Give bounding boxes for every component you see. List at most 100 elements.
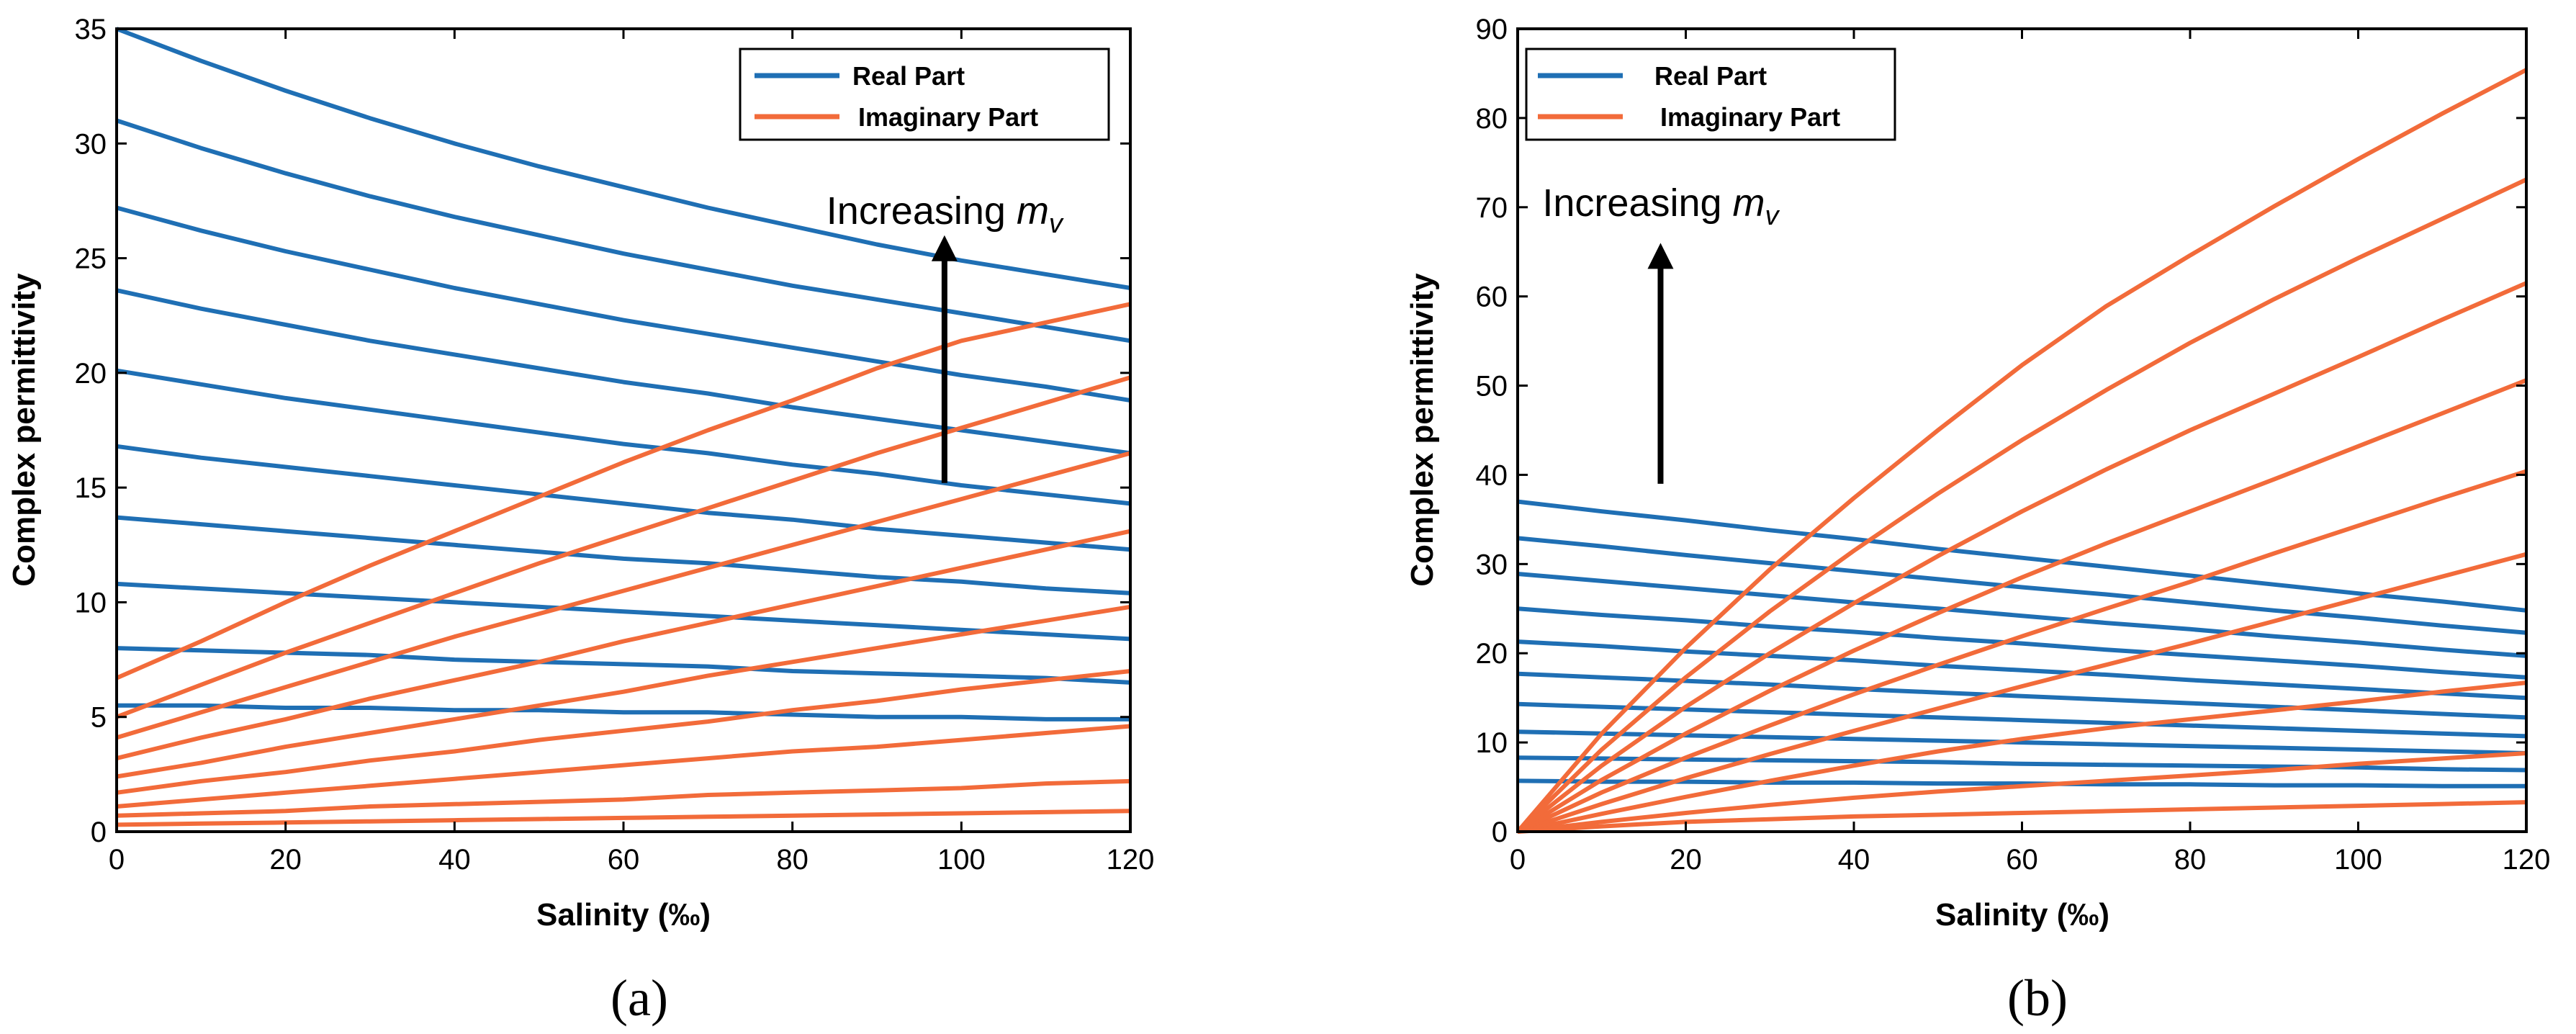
panel-a-x-ticks: 0 20 40 60 80 100 120 (109, 29, 1155, 876)
panel-a-series-real-0 (115, 27, 1131, 290)
panel-b-series-imaginary-11 (1516, 177, 2528, 834)
panel-b-x-tick-label-3: 60 (2006, 844, 2038, 876)
panel-a-series-real-4 (116, 368, 1131, 506)
panel-a-series-imaginary-17 (116, 778, 1131, 818)
panel-b-series-real-2 (1517, 572, 2527, 658)
panel-a-y-tick-label-6: 30 (75, 128, 107, 160)
panel-b-x-tick-label-4: 80 (2174, 844, 2207, 876)
panel-a-series-layer (115, 27, 1131, 827)
panel-a-legend-real-label: Real Part (852, 61, 965, 91)
panel-a-y-tick-label-0: 0 (91, 817, 107, 848)
panel-b-legend-imag-label: Imaginary Part (1660, 102, 1840, 132)
panel-a-annotation-symbol: m (1017, 189, 1049, 233)
panel-b-x-tick-label-0: 0 (1510, 844, 1526, 876)
panel-a-x-tick-label-3: 60 (608, 844, 640, 876)
panel-b: 0 20 40 60 80 100 120 0 10 20 30 40 50 60 70 80 90 Sali… (1405, 14, 2550, 1027)
panel-b-series-layer (1516, 68, 2528, 834)
panel-a-legend: Real Part Imaginary Part (739, 48, 1110, 141)
panel-b-y-tick-label-9: 90 (1476, 14, 1508, 45)
panel-b-series-imaginary-10 (1516, 68, 2528, 833)
panel-a-annotation: Increasing mv (827, 189, 1064, 483)
panel-b-series-real-1 (1517, 536, 2527, 635)
panel-a: 0 20 40 60 80 100 120 0 5 10 15 20 25 30 35 Salinity … (6, 14, 1154, 1027)
panel-b-series-real-6 (1517, 701, 2527, 739)
panel-a-x-tick-label-4: 80 (776, 844, 809, 876)
panel-a-series-real-1 (116, 118, 1131, 343)
panel-b-annotation-subscript: v (1765, 201, 1780, 231)
panel-b-x-tick-label-5: 100 (2334, 844, 2382, 876)
panel-a-annotation-word: Increasing (827, 189, 1017, 233)
panel-a-series-imaginary-14 (116, 604, 1131, 779)
panel-a-x-tick-label-5: 100 (937, 844, 986, 876)
panel-a-y-tick-label-5: 25 (75, 243, 107, 275)
panel-a-series-imaginary-16 (116, 724, 1131, 809)
panel-b-series-imaginary-16 (1517, 680, 2527, 834)
panel-a-y-axis-label: Complex permittivity (6, 273, 42, 587)
panel-a-series-real-2 (116, 205, 1131, 403)
panel-b-series-real-9 (1517, 778, 2526, 788)
panel-b-series-real-5 (1517, 671, 2527, 720)
panel-b-annotation-word: Increasing (1542, 181, 1732, 225)
panel-a-annotation-text: Increasing mv (827, 189, 1064, 239)
panel-a-label: (a) (611, 969, 668, 1027)
panel-b-y-tick-label-6: 60 (1476, 282, 1508, 313)
panel-a-series-imaginary-11 (115, 375, 1131, 719)
panel-a-y-tick-label-1: 5 (91, 702, 107, 734)
panel-b-series-real-3 (1517, 606, 2527, 680)
panel-a-series-real-6 (116, 515, 1131, 595)
panel-b-annotation-text: Increasing mv (1542, 181, 1780, 231)
panel-a-series-real-5 (116, 444, 1131, 552)
panel-b-label: (b) (2007, 969, 2068, 1027)
panel-a-x-tick-label-0: 0 (109, 844, 125, 876)
panel-b-x-tick-label-1: 20 (1670, 844, 1702, 876)
panel-a-annotation-arrowhead (931, 235, 958, 261)
panel-a-legend-imag-label: Imaginary Part (858, 102, 1038, 132)
panel-b-x-tick-label-2: 40 (1838, 844, 1870, 876)
panel-a-y-tick-label-4: 20 (75, 358, 107, 390)
panel-a-y-tick-label-2: 10 (75, 587, 107, 619)
panel-a-legend-box (739, 48, 1110, 141)
panel-b-series-real-4 (1517, 639, 2527, 701)
panel-b-legend-real-label: Real Part (1654, 61, 1767, 91)
panel-a-x-tick-label-6: 120 (1107, 844, 1155, 876)
panel-a-series-real-9 (117, 703, 1130, 721)
panel-b-x-ticks: 0 20 40 60 80 100 120 (1510, 29, 2551, 876)
panel-b-legend: Real Part Imaginary Part (1525, 48, 1896, 141)
panel-a-x-axis-label: Salinity (‰) (536, 897, 711, 932)
panel-b-x-axis-label: Salinity (‰) (1935, 897, 2109, 932)
panel-b-annotation-symbol: m (1733, 181, 1765, 225)
panel-a-series-real-7 (116, 581, 1131, 642)
panel-b-y-ticks: 0 10 20 30 40 50 60 70 80 90 (1476, 14, 2526, 848)
panel-b-annotation: Increasing mv (1542, 181, 1780, 484)
panel-b-y-tick-label-3: 30 (1476, 549, 1508, 580)
panel-b-annotation-arrowhead (1647, 243, 1674, 269)
panel-b-y-tick-label-1: 10 (1476, 727, 1508, 759)
panel-a-series-imaginary-12 (116, 451, 1131, 740)
panel-b-series-imaginary-14 (1516, 469, 2527, 834)
panel-a-series-imaginary-10 (115, 302, 1131, 680)
panel-a-annotation-subscript: v (1049, 209, 1064, 239)
panel-a-series-real-3 (116, 288, 1131, 456)
panel-a-y-tick-label-7: 35 (75, 14, 107, 45)
panel-b-y-tick-label-5: 50 (1476, 371, 1508, 403)
panel-a-y-tick-label-3: 15 (75, 472, 107, 504)
panel-b-y-axis-label: Complex permittivity (1405, 273, 1440, 587)
panel-a-x-tick-label-2: 40 (438, 844, 471, 876)
panel-b-series-real-0 (1517, 499, 2527, 613)
panel-b-series-imaginary-13 (1516, 378, 2528, 834)
panel-b-x-tick-label-6: 120 (2503, 844, 2551, 876)
panel-b-series-imaginary-15 (1517, 552, 2527, 834)
panel-a-series-real-8 (116, 646, 1131, 685)
panel-a-series-imaginary-15 (116, 669, 1131, 795)
panel-b-legend-box (1525, 48, 1896, 141)
panel-b-y-tick-label-7: 70 (1476, 192, 1508, 224)
panel-b-series-imaginary-12 (1516, 281, 2528, 834)
panel-b-y-tick-label-4: 40 (1476, 459, 1508, 491)
panel-a-series-imaginary-13 (116, 529, 1131, 761)
panel-b-y-tick-label-8: 80 (1476, 103, 1508, 135)
panel-a-y-ticks: 0 5 10 15 20 25 30 35 (75, 14, 1130, 848)
panel-a-x-tick-label-1: 20 (269, 844, 302, 876)
panel-b-y-tick-label-0: 0 (1492, 817, 1508, 848)
panel-b-y-tick-label-2: 20 (1476, 638, 1508, 670)
